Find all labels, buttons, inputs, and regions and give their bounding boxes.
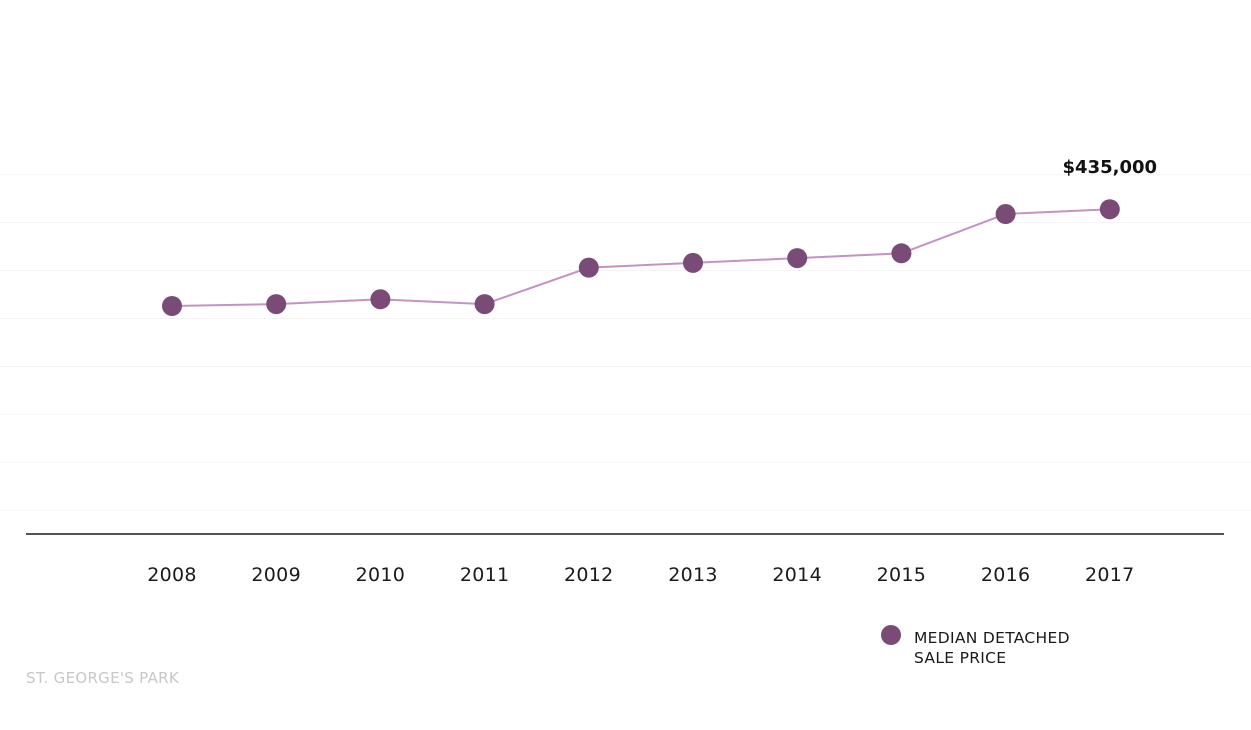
x-tick-label-2015: 2015 <box>877 564 927 586</box>
data-annotations: $435,000 <box>1063 157 1158 178</box>
x-tick-labels: 2008 2009 2010 2011 2012 2013 2014 2015 2016 2017 <box>147 564 1134 586</box>
data-point-2012 <box>578 257 599 278</box>
data-point-2015 <box>891 243 912 264</box>
data-point-2016 <box>995 204 1016 225</box>
series-line-group <box>171 208 1110 307</box>
grid-lines <box>0 174 1251 511</box>
data-point-2013 <box>683 252 703 273</box>
data-point-2017 <box>1099 199 1120 220</box>
x-tick-label-2016: 2016 <box>981 564 1031 586</box>
data-point-2011 <box>474 294 495 315</box>
legend: MEDIAN DETACHED SALE PRICE <box>881 625 1070 667</box>
data-point-2008 <box>162 295 182 316</box>
data-points <box>162 199 1120 316</box>
legend-marker-icon <box>881 625 901 645</box>
data-point-2014 <box>787 248 808 269</box>
x-tick-label-2008: 2008 <box>147 564 197 586</box>
x-tick-label-2011: 2011 <box>460 564 510 586</box>
legend-label-line2: SALE PRICE <box>914 649 1006 667</box>
x-tick-label-2012: 2012 <box>564 564 614 586</box>
data-label-2017: $435,000 <box>1063 157 1158 178</box>
legend-label-line1: MEDIAN DETACHED <box>914 629 1070 647</box>
x-tick-label-2009: 2009 <box>251 564 301 586</box>
series-line <box>171 208 1110 307</box>
x-tick-label-2013: 2013 <box>668 564 718 586</box>
neighbourhood-label: ST. GEORGE'S PARK <box>26 669 179 687</box>
data-point-2009 <box>266 294 287 315</box>
x-tick-label-2014: 2014 <box>772 564 822 586</box>
x-tick-label-2017: 2017 <box>1085 564 1135 586</box>
x-tick-label-2010: 2010 <box>356 564 406 586</box>
data-point-2010 <box>370 289 391 310</box>
